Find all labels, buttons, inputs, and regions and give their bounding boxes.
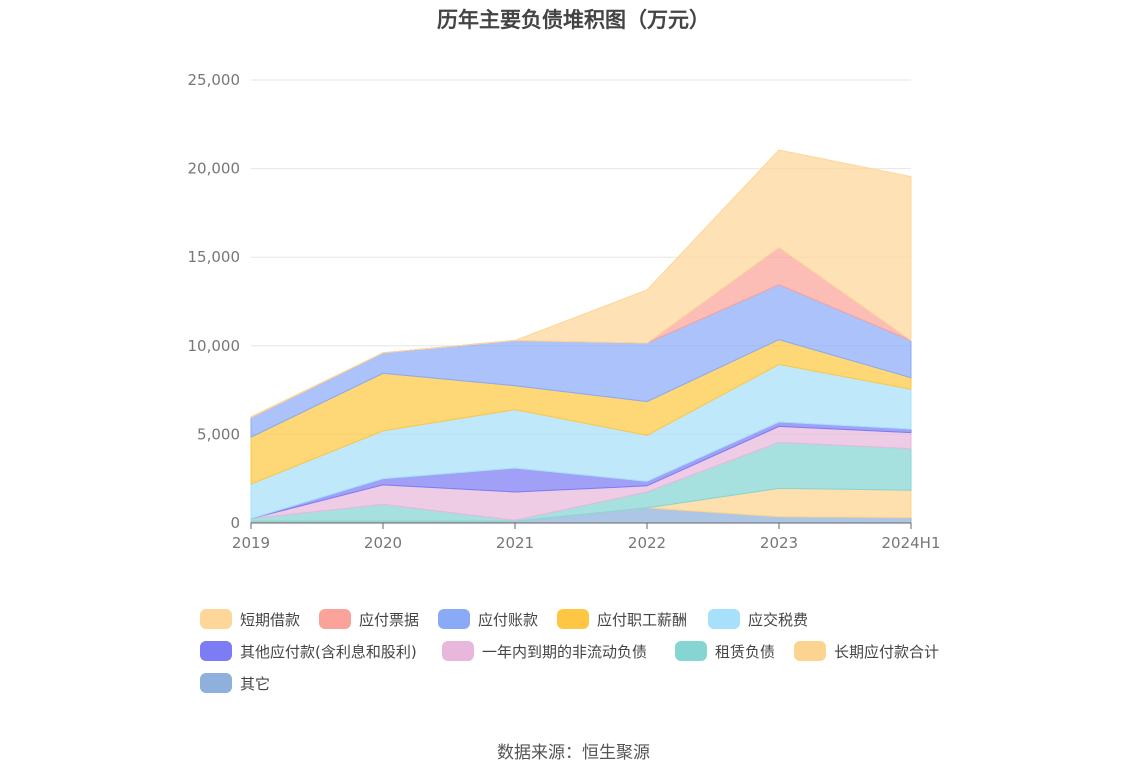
legend-swatch: [675, 641, 707, 661]
y-tick-label: 10,000: [188, 337, 241, 355]
legend-item[interactable]: 应付账款: [438, 606, 538, 632]
legend-item[interactable]: 一年内到期的非流动负债: [442, 638, 647, 664]
legend-swatch: [319, 609, 351, 629]
legend-item[interactable]: 其它: [200, 670, 270, 696]
x-tick-label: 2019: [232, 534, 270, 552]
legend-label: 短期借款: [240, 610, 301, 629]
legend-label: 其它: [240, 674, 271, 693]
legend-swatch: [438, 609, 470, 629]
legend-item[interactable]: 应付票据: [319, 606, 419, 632]
legend-label: 应付职工薪酬: [597, 610, 688, 629]
y-tick-label: 5,000: [197, 425, 240, 443]
legend-label: 应付票据: [359, 610, 420, 629]
legend-item[interactable]: 其他应付款(含利息和股利): [200, 638, 417, 664]
legend-swatch: [557, 609, 589, 629]
legend-label: 一年内到期的非流动负债: [482, 642, 648, 661]
legend-swatch: [200, 609, 232, 629]
x-tick-label: 2020: [364, 534, 402, 552]
legend-swatch: [200, 641, 232, 661]
y-tick-label: 25,000: [188, 71, 241, 89]
legend-label: 应交税费: [748, 610, 809, 629]
x-tick-label: 2022: [628, 534, 666, 552]
x-tick-label: 2023: [760, 534, 798, 552]
legend-item[interactable]: 长期应付款合计: [794, 638, 939, 664]
legend-item[interactable]: 应付职工薪酬: [557, 606, 687, 632]
area-series-9: [250, 149, 912, 419]
legend-label: 租赁负债: [715, 642, 776, 661]
x-tick-label: 2024H1: [882, 534, 941, 552]
legend-label: 其他应付款(含利息和股利): [240, 642, 417, 661]
x-tick-label: 2021: [496, 534, 534, 552]
legend-swatch: [442, 641, 474, 661]
y-tick-label: 0: [230, 514, 240, 532]
stacked-area-chart: 0 5,000 10,000 15,000 20,000 25,000 2019 2020 20…: [188, 71, 941, 552]
legend-swatch: [708, 609, 740, 629]
legend-item[interactable]: 短期借款: [200, 606, 300, 632]
legend-swatch: [794, 641, 826, 661]
axis-layer: 0 5,000 10,000 15,000 20,000 25,000 2019 2020 20…: [188, 71, 941, 552]
legend-label: 长期应付款合计: [834, 642, 940, 661]
chart-title: 历年主要负债堆积图（万元）: [437, 8, 710, 32]
legend-item[interactable]: 租赁负债: [675, 638, 775, 664]
y-tick-label: 15,000: [188, 248, 241, 266]
y-tick-label: 20,000: [188, 160, 241, 178]
source-note: 数据来源：恒生聚源: [497, 743, 650, 763]
legend-label: 应付账款: [478, 610, 539, 629]
area-layer: [250, 149, 912, 524]
legend-swatch: [200, 673, 232, 693]
legend-item[interactable]: 应交税费: [708, 606, 808, 632]
